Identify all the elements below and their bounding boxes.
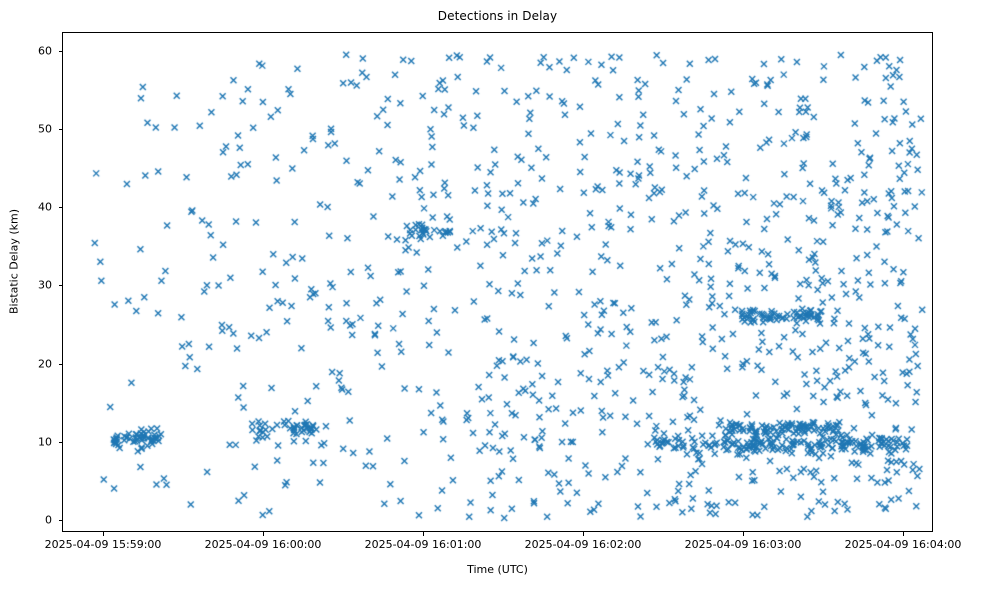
y-tick-mark [58, 129, 62, 130]
x-tick-mark [263, 532, 264, 536]
y-tick-mark [58, 364, 62, 365]
x-tick-label: 2025-04-09 15:59:00 [44, 538, 162, 551]
x-tick-label: 2025-04-09 16:03:00 [684, 538, 802, 551]
y-tick-label: 20 [38, 357, 52, 371]
x-tick-mark [743, 532, 744, 536]
y-tick-mark [58, 520, 62, 521]
y-tick-mark [58, 442, 62, 443]
scatter-plot-canvas [63, 33, 932, 531]
x-tick-label: 2025-04-09 16:00:00 [204, 538, 322, 551]
y-tick-label: 0 [45, 513, 52, 527]
y-tick-label: 60 [38, 44, 52, 58]
page-title: Detections in Delay [437, 9, 558, 23]
x-tick-mark [903, 532, 904, 536]
x-tick-label: 2025-04-09 16:01:00 [364, 538, 482, 551]
y-tick-mark [58, 285, 62, 286]
x-tick-label: 2025-04-09 16:02:00 [524, 538, 642, 551]
y-tick-mark [58, 207, 62, 208]
x-tick-mark [583, 532, 584, 536]
y-tick-label: 40 [38, 200, 52, 214]
x-tick-label: 2025-04-09 16:04:00 [844, 538, 962, 551]
x-tick-mark [423, 532, 424, 536]
y-tick-label: 30 [38, 278, 52, 292]
y-tick-mark [58, 51, 62, 52]
y-tick-label: 10 [38, 435, 52, 449]
y-axis-label-wrap: Bistatic Delay (km) [0, 0, 28, 590]
plot-axes-area [62, 32, 933, 532]
x-tick-mark [103, 532, 104, 536]
x-axis-label: Time (UTC) [467, 563, 528, 576]
y-axis-label: Bistatic Delay (km) [7, 209, 21, 315]
y-tick-label: 50 [38, 122, 52, 136]
